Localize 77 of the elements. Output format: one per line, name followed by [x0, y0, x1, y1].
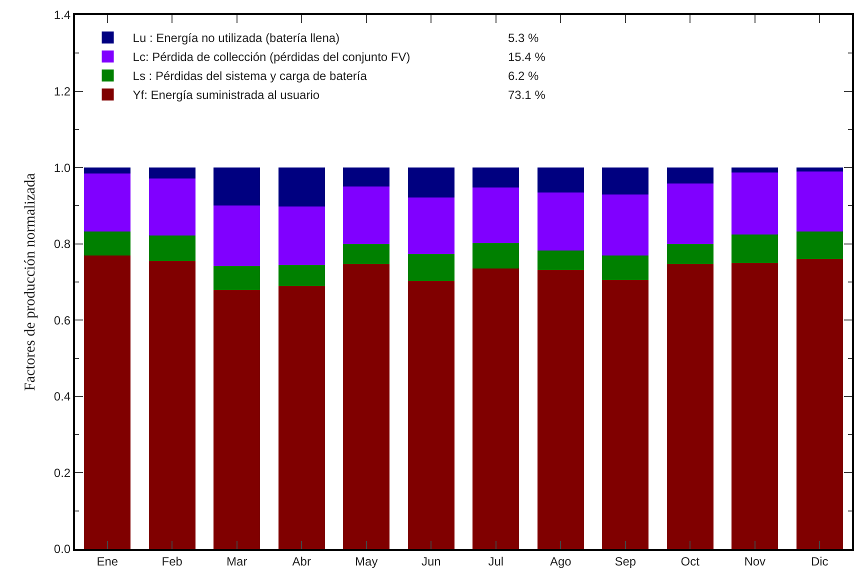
bar: [278, 286, 325, 549]
x-tick-label: Mar: [226, 554, 248, 568]
x-tick-label: Oct: [680, 554, 700, 568]
bar: [214, 205, 260, 266]
bar: [602, 168, 649, 194]
bar: [732, 168, 778, 173]
x-tick-label: Feb: [162, 554, 183, 568]
bar: [666, 184, 714, 244]
bar: [796, 168, 843, 172]
bar: [472, 168, 520, 188]
bar: [278, 206, 325, 266]
annotation: 15.4 %: [508, 50, 546, 64]
bar: [408, 197, 454, 254]
x-tick-label: Dic: [810, 554, 828, 568]
bar: [84, 255, 131, 549]
bar: [796, 259, 843, 549]
bar: [537, 270, 584, 549]
bar: [148, 235, 196, 262]
bar: [278, 168, 325, 206]
bar: [408, 281, 454, 549]
x-tick-label: Sep: [614, 554, 636, 568]
y-axis-title: Factores de producción normalizada: [22, 172, 39, 391]
y-tick-label: 1.0: [54, 160, 71, 175]
bar: [472, 187, 520, 244]
bar: [537, 168, 584, 192]
bar: [732, 262, 778, 549]
bar: [796, 171, 843, 232]
annotation: 73.1 %: [508, 88, 546, 102]
x-tick-label: Nov: [744, 554, 766, 568]
legend-label: Yf: Energía suministrada al usuario: [132, 88, 320, 102]
x-tick-label: Jul: [488, 554, 504, 568]
x-tick-label: Jun: [421, 554, 441, 568]
y-tick-label: 0.0: [54, 542, 71, 556]
y-tick-label: 0.8: [54, 237, 71, 252]
bar: [472, 268, 520, 549]
bar: [214, 168, 260, 206]
bar: [84, 231, 131, 256]
bar: [537, 192, 584, 250]
bar: [278, 265, 325, 286]
bar: [732, 172, 778, 234]
bar: [408, 168, 454, 198]
annotation: 5.3 %: [508, 31, 540, 45]
y-tick-label: 1.2: [54, 84, 71, 98]
y-tick-label: 0.2: [54, 466, 71, 480]
bar: [214, 290, 260, 549]
bar: [408, 254, 454, 282]
legend-label: Ls : Pérdidas del sistema y carga de batería: [132, 69, 368, 84]
bar: [84, 168, 131, 174]
bar: [666, 244, 714, 264]
y-tick-label: 1.4: [54, 8, 71, 22]
bar: [343, 244, 390, 264]
bar: [148, 168, 196, 179]
bar: [666, 264, 714, 549]
bar: [537, 250, 584, 270]
bar: [343, 264, 390, 549]
bar: [602, 255, 649, 280]
bar: [343, 168, 390, 187]
bar: [732, 234, 778, 263]
y-tick-label: 0.6: [54, 313, 71, 328]
bar: [343, 186, 390, 244]
bar: [148, 261, 196, 549]
annotation: 6.2 %: [508, 69, 540, 83]
bar: [666, 168, 714, 184]
y-tick-label: 0.4: [54, 390, 71, 404]
bar: [84, 174, 131, 232]
bar: [148, 178, 196, 236]
bar: [214, 266, 260, 290]
legend-label: Lc: Pérdida de collección (pérdidas del conjunto FV): [132, 50, 410, 64]
bar: [796, 231, 843, 260]
legend-label: Lu : Energía no utilizada (batería llena): [132, 31, 340, 46]
bar: [602, 280, 649, 549]
bar: [602, 194, 649, 256]
x-tick-label: Abr: [292, 554, 311, 568]
x-tick-label: Ago: [550, 554, 572, 568]
bar: [472, 243, 520, 268]
x-tick-label: Ene: [96, 554, 118, 568]
x-tick-label: May: [355, 554, 378, 568]
